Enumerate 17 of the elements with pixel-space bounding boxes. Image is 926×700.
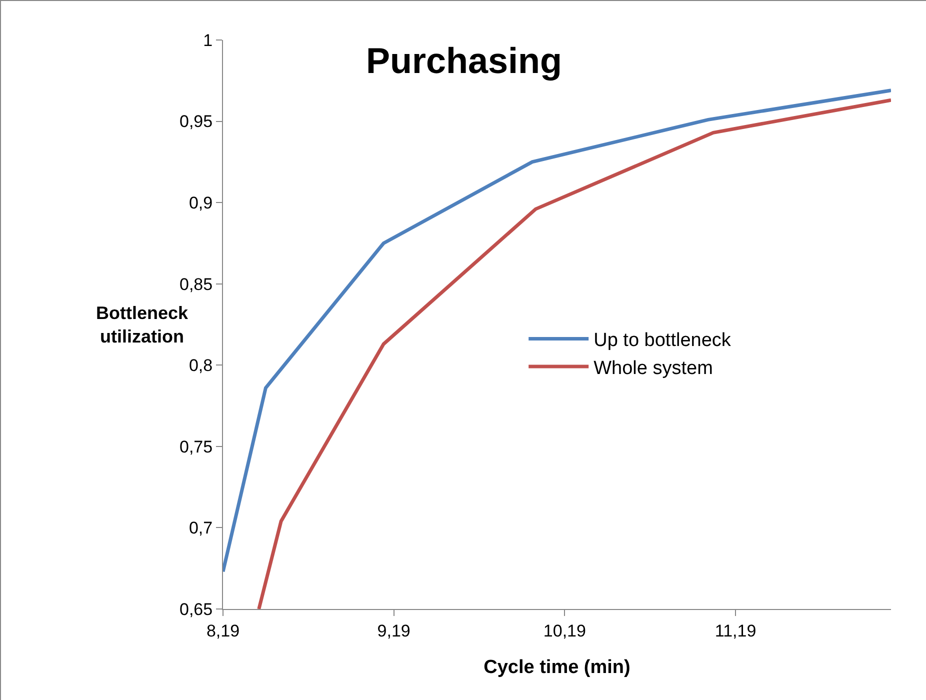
y-tick-label: 0,9 [188,194,213,213]
y-tick-label: 0,85 [180,274,213,294]
x-tick-label: 8,19 [206,621,240,640]
legend-label: Up to bottleneck [594,330,732,352]
y-tick-label: 1 [203,30,213,50]
x-axis-title: Cycle time (min) [484,657,630,678]
chart-title: Purchasing [366,40,562,82]
y-tick-label: 0,65 [180,600,213,619]
x-tick-label: 9,19 [377,621,410,640]
y-tick-label: 0,8 [188,356,213,376]
y-axis-title: Bottleneck utilization [96,303,190,346]
legend-label: Whole system [594,358,713,379]
y-tick-label: 0,95 [180,112,213,132]
y-tick-label: 0,7 [188,518,213,538]
x-tick-label: 10,19 [543,621,586,640]
y-tick-label: 0,75 [180,437,213,456]
x-tick-label: 11,19 [714,621,756,640]
